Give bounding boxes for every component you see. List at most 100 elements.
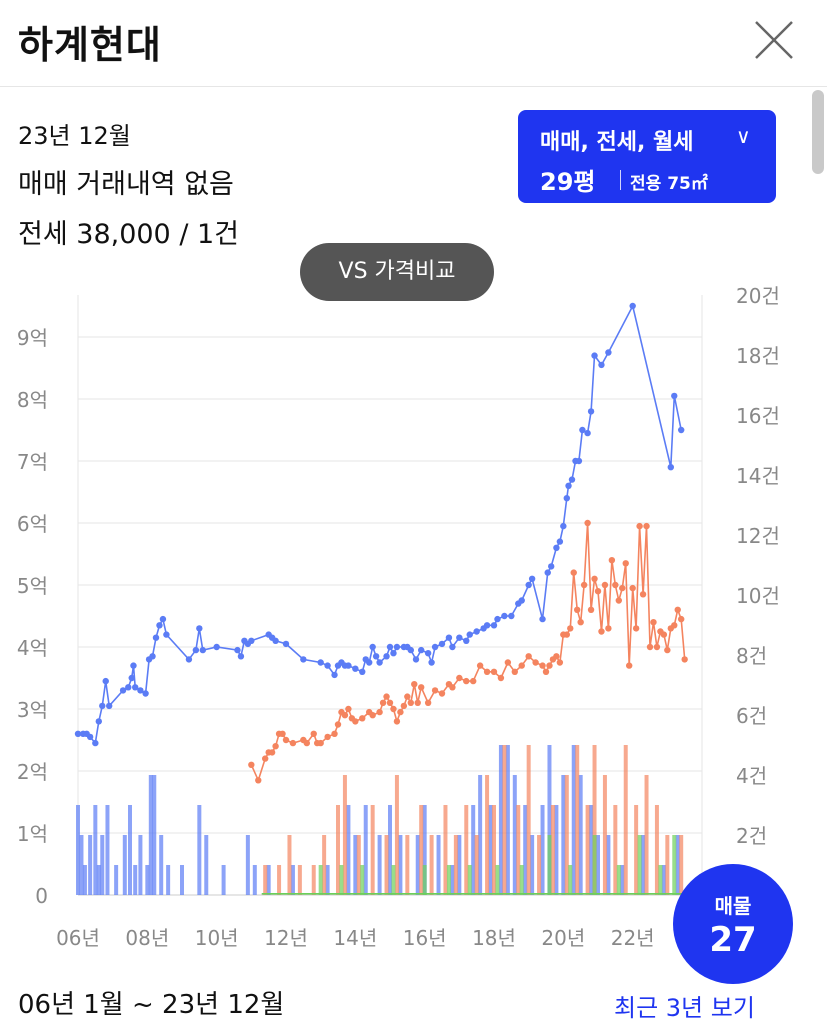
data-point [341, 712, 349, 719]
data-point [650, 619, 657, 626]
x-tick-label: 10년 [195, 926, 239, 950]
volume-bar [394, 775, 399, 895]
volume-bar [540, 805, 545, 895]
data-point [438, 690, 446, 697]
data-point [629, 584, 636, 592]
data-point [428, 659, 435, 666]
volume-bar [516, 805, 521, 895]
data-point [369, 643, 376, 651]
data-point [234, 646, 241, 654]
volume-bar [159, 835, 164, 895]
volume-bar [122, 835, 127, 895]
data-point [431, 643, 439, 651]
data-point [518, 662, 525, 669]
data-point [463, 637, 470, 644]
y2-tick-label: 16건 [736, 404, 780, 428]
close-icon[interactable] [752, 18, 796, 62]
data-point [660, 631, 668, 638]
data-point [646, 643, 654, 651]
volume-bar [105, 805, 110, 895]
data-point [470, 677, 477, 685]
volume-bar [550, 805, 555, 895]
y-tick-label: 4억 [17, 636, 48, 660]
data-point [386, 699, 394, 706]
volume-bar [485, 775, 490, 895]
data-point [639, 591, 647, 598]
page-title: 하계현대 [18, 23, 162, 67]
data-point [632, 625, 640, 632]
data-point [490, 668, 498, 675]
volume-bar [88, 835, 93, 895]
data-point [574, 606, 581, 613]
volume-bar [138, 835, 143, 895]
data-point [248, 761, 255, 768]
volume-bar [336, 805, 340, 895]
volume-bar [561, 775, 566, 895]
data-point [570, 569, 577, 576]
data-point [262, 755, 269, 762]
trade-type-filter-button[interactable]: 매매, 전세, 월세 ∨ 29평 전용 75㎡ [518, 110, 776, 203]
vs-compare-button[interactable]: VS 가격비교 [300, 243, 494, 301]
scrollbar[interactable] [812, 90, 824, 174]
data-point [431, 687, 439, 694]
data-point [681, 656, 688, 663]
data-point [563, 495, 570, 502]
data-point [591, 352, 598, 359]
volume-bar [277, 865, 282, 895]
volume-bar [318, 865, 323, 895]
x-tick-label: 12년 [264, 926, 308, 950]
data-point [556, 659, 564, 666]
volume-bar [578, 775, 583, 895]
y2-tick-label: 10건 [736, 584, 780, 608]
data-point [483, 668, 491, 675]
data-point [612, 581, 619, 589]
data-point [303, 739, 310, 747]
volume-bar [554, 805, 559, 895]
data-point [282, 736, 290, 744]
data-point [591, 575, 598, 582]
data-point [667, 464, 674, 471]
data-point [671, 622, 678, 629]
data-point [317, 659, 324, 666]
data-point [463, 677, 470, 685]
data-point [418, 646, 425, 654]
volume-bar [290, 865, 295, 895]
y-tick-label: 5억 [17, 574, 48, 598]
volume-bar [613, 805, 618, 895]
data-point [102, 677, 109, 685]
data-point [528, 575, 536, 582]
volume-bar [523, 805, 528, 895]
price-chart: 0 1억 2억 3억 4억 5억 6억 7억 8억 9억 2건 4건 6건 8건 10건 12건 14건 16건 1… [17, 284, 780, 950]
data-point [577, 619, 584, 626]
sale-summary: 매매 거래내역 없음 [18, 169, 234, 200]
data-point [383, 653, 390, 660]
chevron-down-icon: ∨ [736, 124, 751, 148]
data-point [407, 699, 414, 706]
data-point [159, 615, 167, 623]
data-point [185, 656, 193, 663]
data-point [490, 622, 498, 629]
volume-bar [620, 865, 625, 895]
volume-bar [166, 865, 171, 895]
volume-bar [388, 805, 392, 895]
volume-bar [661, 865, 666, 895]
data-point [282, 640, 290, 648]
data-point [407, 646, 414, 654]
listing-count-button[interactable]: 매물 27 [673, 864, 793, 984]
y-tick-label: 0 [35, 884, 48, 908]
data-point [563, 631, 570, 638]
data-point [532, 659, 539, 666]
volume-bar [100, 835, 105, 895]
data-point [86, 733, 94, 741]
data-point [605, 349, 612, 356]
data-point [272, 637, 279, 644]
data-point [369, 712, 376, 719]
data-point [99, 702, 106, 710]
volume-bar [547, 745, 552, 895]
volume-bar [339, 865, 344, 895]
volume-bar [644, 775, 649, 895]
recent-3-years-link[interactable]: 최근 3년 보기 [614, 994, 755, 1022]
x-tick-label: 20년 [541, 926, 585, 950]
data-point [525, 581, 532, 589]
volume-bar [488, 805, 493, 895]
